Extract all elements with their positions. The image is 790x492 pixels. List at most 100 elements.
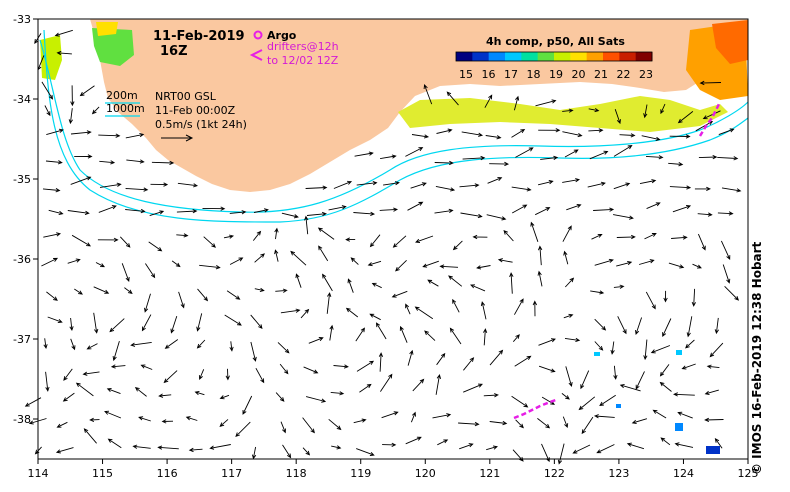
current-arrow <box>318 245 329 262</box>
depth-200-label: 200m <box>106 89 138 102</box>
current-arrow <box>255 367 265 384</box>
current-arrow <box>130 341 152 347</box>
current-arrow <box>538 128 561 133</box>
current-arrow <box>594 341 604 351</box>
colorbar-tick-label: 20 <box>572 68 586 81</box>
current-arrow <box>480 301 487 320</box>
current-arrow <box>55 447 74 454</box>
current-arrow <box>538 338 556 346</box>
current-arrow <box>671 235 688 240</box>
current-arrow <box>277 342 290 354</box>
colorbar-tick-label: 15 <box>459 68 473 81</box>
current-arrow <box>424 330 436 341</box>
argo-label: Argo <box>267 29 297 42</box>
current-arrow <box>399 325 408 343</box>
current-arrow <box>75 382 94 397</box>
colorbar-tick-label: 18 <box>527 68 541 81</box>
current-arrow <box>439 264 459 269</box>
current-arrow <box>591 233 603 240</box>
x-tick-label: 125 <box>738 467 759 480</box>
current-arrow <box>157 445 179 450</box>
current-arrow <box>706 364 720 369</box>
current-arrow <box>333 180 353 189</box>
current-arrow <box>379 207 399 212</box>
current-arrow <box>578 396 596 411</box>
current-arrow <box>345 307 359 318</box>
current-arrow <box>588 107 600 113</box>
drifters-range: to 12/02 12Z <box>267 54 339 67</box>
current-arrow <box>302 447 311 456</box>
current-arrow <box>594 318 607 331</box>
current-arrow <box>132 444 151 449</box>
current-arrow <box>722 264 731 284</box>
x-tick-label: 114 <box>28 467 49 480</box>
current-arrow <box>144 293 151 313</box>
current-arrow <box>99 160 116 165</box>
current-arrow <box>587 181 606 188</box>
current-arrow <box>196 313 203 332</box>
current-arrow <box>427 279 439 287</box>
current-arrow <box>326 292 332 314</box>
current-arrow <box>537 245 543 266</box>
current-arrow <box>170 315 178 334</box>
current-arrow <box>483 328 488 346</box>
current-arrow <box>435 373 442 395</box>
current-arrow <box>106 387 121 395</box>
current-arrow <box>460 212 483 219</box>
y-tick-label: -35 <box>13 173 31 186</box>
current-arrow <box>484 94 493 108</box>
current-arrow <box>47 316 63 324</box>
current-arrow <box>300 308 310 319</box>
current-arrow <box>253 208 269 213</box>
current-arrow <box>282 444 292 459</box>
current-arrow <box>405 436 422 445</box>
current-arrow <box>350 257 359 265</box>
current-arrow <box>407 201 424 211</box>
current-arrow <box>138 416 151 422</box>
x-tick-label: 122 <box>544 467 565 480</box>
current-arrow <box>251 446 257 460</box>
current-arrow <box>613 365 618 380</box>
map-hour: 16Z <box>160 44 188 59</box>
current-arrow <box>281 212 299 219</box>
current-arrow <box>697 212 713 217</box>
current-arrow <box>67 258 81 264</box>
current-arrow <box>331 445 342 450</box>
current-arrow <box>511 186 532 192</box>
current-arrow <box>511 204 528 214</box>
current-arrow <box>472 234 488 240</box>
scale-label: 0.5m/s (1kt 24h) <box>155 118 247 131</box>
colorbar-swatch <box>619 52 637 61</box>
current-arrow <box>223 234 235 239</box>
current-arrow <box>86 343 98 350</box>
current-arrow <box>83 428 97 444</box>
current-arrow <box>333 364 349 369</box>
current-arrow <box>535 99 557 107</box>
sst-patch-south-coast <box>398 96 728 132</box>
current-arrow <box>329 324 334 341</box>
plot-frame <box>37 18 749 460</box>
current-arrow <box>537 418 551 429</box>
current-arrow <box>70 130 92 135</box>
current-arrow <box>557 443 565 465</box>
current-arrow <box>645 291 656 310</box>
current-arrow <box>410 411 416 423</box>
current-arrow <box>704 389 719 395</box>
current-arrow <box>126 159 145 164</box>
current-arrow <box>459 183 480 188</box>
current-arrow <box>203 236 216 248</box>
current-arrow <box>151 160 175 166</box>
current-arrow <box>414 306 434 320</box>
current-arrow <box>699 80 722 86</box>
current-arrow <box>274 227 279 240</box>
current-arrow <box>489 161 510 167</box>
sst-patches <box>40 20 748 454</box>
current-arrow <box>614 109 621 125</box>
colorbar-tick-label: 22 <box>617 68 631 81</box>
current-arrow <box>209 444 231 450</box>
current-arrow <box>538 365 556 373</box>
current-arrow <box>562 225 572 242</box>
current-arrow <box>198 369 205 380</box>
colorbar-tick-label: 19 <box>549 68 563 81</box>
current-arrow <box>41 81 54 100</box>
